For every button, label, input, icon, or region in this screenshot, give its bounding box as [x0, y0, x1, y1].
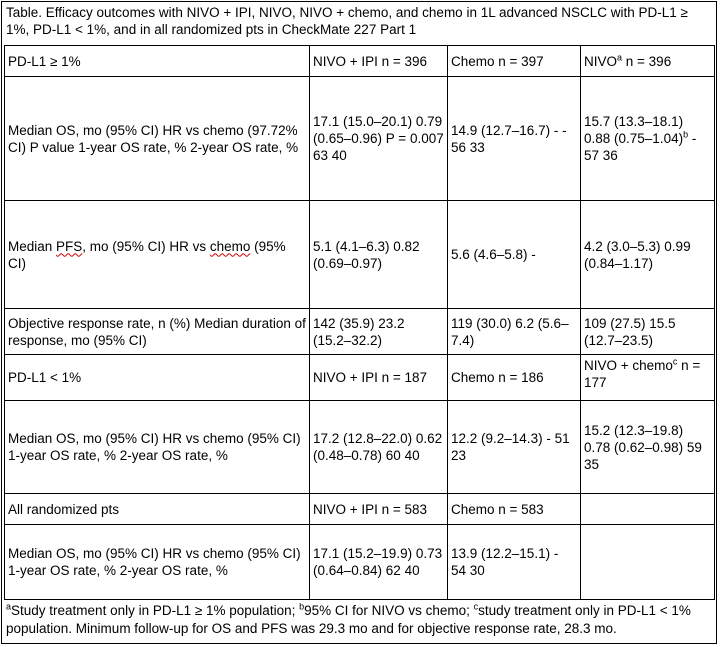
row-label-orr: Objective response rate, n (%) Median du… — [4, 308, 310, 355]
table-row: PD-L1 ≥ 1% NIVO + IPI n = 396 Chemo n = … — [4, 45, 715, 77]
row-label-median-os: Median OS, mo (95% CI) HR vs chemo (95% … — [4, 524, 310, 600]
efficacy-table: PD-L1 ≥ 1% NIVO + IPI n = 396 Chemo n = … — [4, 45, 715, 600]
table-cell: 17.1 (15.2–19.9) 0.73 (0.64–0.84) 62 40 — [309, 524, 448, 600]
row-header-pdl1-ge1: PD-L1 ≥ 1% — [4, 45, 310, 77]
table-cell: 13.9 (12.2–15.1) - 54 30 — [447, 524, 581, 600]
row-label-median-os: Median OS, mo (95% CI) HR vs chemo (95% … — [4, 400, 310, 494]
col-header-nivo-ipi: NIVO + IPI n = 583 — [309, 493, 448, 525]
col-header-chemo: Chemo n = 583 — [447, 493, 581, 525]
col-header-nivo-chemo: NIVO + chemoc n = 177 — [580, 354, 715, 401]
table-row: Median OS, mo (95% CI) HR vs chemo (97.7… — [4, 76, 715, 201]
col-header-nivo: NIVOa n = 396 — [580, 45, 715, 77]
table-cell: 142 (35.9) 23.2 (15.2–32.2) — [309, 308, 448, 355]
table-cell-empty — [580, 493, 715, 525]
row-header-pdl1-lt1: PD-L1 < 1% — [4, 354, 310, 401]
table-cell: 5.1 (4.1–6.3) 0.82 (0.69–0.97) — [309, 200, 448, 309]
table-cell: 14.9 (12.7–16.7) - - 56 33 — [447, 76, 581, 201]
table-cell: 12.2 (9.2–14.3) - 51 23 — [447, 400, 581, 494]
table-row: Median OS, mo (95% CI) HR vs chemo (95% … — [4, 524, 715, 600]
table-row: Objective response rate, n (%) Median du… — [4, 308, 715, 355]
col-header-nivo-ipi: NIVO + IPI n = 396 — [309, 45, 448, 77]
table-cell: 15.7 (13.3–18.1) 0.88 (0.75–1.04)b - 57 … — [580, 76, 715, 201]
table-cell: 17.2 (12.8–22.0) 0.62 (0.48–0.78) 60 40 — [309, 400, 448, 494]
table-caption: Table. Efficacy outcomes with NIVO + IPI… — [6, 5, 688, 37]
row-header-all-randomized: All randomized pts — [4, 493, 310, 525]
table-row: Median PFS, mo (95% CI) HR vs chemo (95%… — [4, 200, 715, 309]
table-row: PD-L1 < 1% NIVO + IPI n = 187 Chemo n = … — [4, 354, 715, 401]
table-cell: 109 (27.5) 15.5 (12.7–23.5) — [580, 308, 715, 355]
table-cell-empty — [580, 524, 715, 600]
row-label-median-os: Median OS, mo (95% CI) HR vs chemo (97.7… — [4, 76, 310, 201]
table-cell: 5.6 (4.6–5.8) - — [447, 200, 581, 309]
table-cell: 119 (30.0) 6.2 (5.6–7.4) — [447, 308, 581, 355]
col-header-chemo: Chemo n = 397 — [447, 45, 581, 77]
table-cell: 17.1 (15.0–20.1) 0.79 (0.65–0.96) P = 0.… — [309, 76, 448, 201]
table-row: Median OS, mo (95% CI) HR vs chemo (95% … — [4, 400, 715, 494]
row-label-median-pfs: Median PFS, mo (95% CI) HR vs chemo (95%… — [4, 200, 310, 309]
table-footnote: aStudy treatment only in PD-L1 ≥ 1% popu… — [6, 601, 691, 636]
table-cell: 4.2 (3.0–5.3) 0.99 (0.84–1.17) — [580, 200, 715, 309]
col-header-chemo: Chemo n = 186 — [447, 354, 581, 401]
table-row: All randomized pts NIVO + IPI n = 583 Ch… — [4, 493, 715, 525]
table-cell: 15.2 (12.3–19.8) 0.78 (0.62–0.98) 59 35 — [580, 400, 715, 494]
col-header-nivo-ipi: NIVO + IPI n = 187 — [309, 354, 448, 401]
